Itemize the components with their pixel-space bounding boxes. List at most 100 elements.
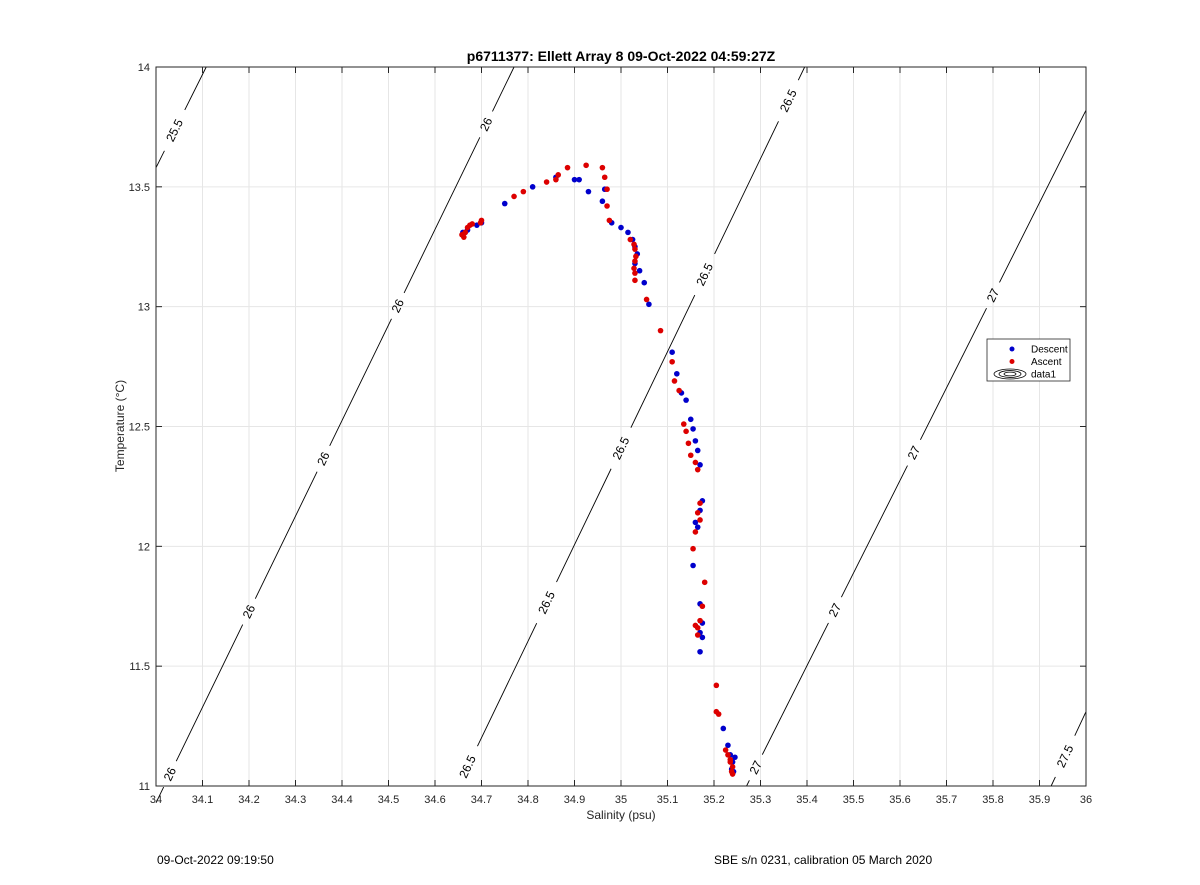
isopycnal-label: 26 — [477, 115, 496, 133]
x-tick-label: 35.8 — [982, 794, 1003, 806]
ascent-point — [697, 500, 703, 506]
x-tick-label: 35.1 — [657, 794, 678, 806]
ascent-point — [543, 179, 550, 185]
legend-contour-icon — [993, 368, 1027, 380]
descent-point — [690, 562, 696, 569]
isopycnal-line — [1050, 776, 1056, 787]
legend-box — [986, 338, 1071, 382]
ascent-point — [694, 509, 701, 516]
isopycnal-label: 26 — [161, 765, 180, 783]
x-tick-label: 35.4 — [796, 794, 817, 806]
descent-point — [501, 200, 508, 207]
data-points — [459, 162, 738, 777]
ascent-point — [477, 219, 484, 226]
ascent-point — [725, 752, 731, 758]
isopycnal-label: 27 — [905, 443, 924, 462]
isopycnal-label: 27 — [747, 758, 766, 777]
ascent-point — [657, 327, 664, 334]
isopycnal-label: 26.5 — [693, 261, 716, 288]
isopycnal-line — [155, 150, 165, 168]
x-tick-label: 34 — [150, 794, 162, 806]
ascent-point — [632, 277, 638, 284]
isopycnal-line — [714, 121, 779, 255]
ascent-point — [685, 440, 692, 447]
ascent-point — [683, 428, 689, 435]
descent-point — [697, 648, 703, 655]
isopycnal-line — [630, 294, 696, 428]
legend-marker — [1009, 346, 1015, 352]
ascent-point — [631, 265, 637, 272]
y-tick-label: 14 — [138, 62, 150, 74]
x-tick-label: 35.3 — [750, 794, 771, 806]
isopycnal-line — [175, 624, 244, 762]
legend-label: data1 — [1031, 370, 1056, 381]
ascent-point — [601, 174, 608, 181]
descent-point — [699, 634, 706, 641]
ascent-point — [604, 203, 610, 209]
ascent-point — [692, 459, 699, 466]
descent-point — [674, 370, 680, 377]
ascent-point — [553, 176, 559, 183]
isopycnal-line — [920, 307, 987, 441]
legend-contour-icon — [998, 370, 1022, 378]
ascent-point — [599, 164, 606, 171]
x-tick-label: 34.2 — [238, 794, 259, 806]
isopycnal-line — [797, 66, 806, 81]
ascent-point — [627, 236, 634, 243]
isopycnal-label: 26.5 — [456, 753, 479, 780]
ascent-point — [461, 234, 467, 240]
ascent-point — [676, 387, 682, 394]
axis-ticks: 34 34.1 34.2 34.3 34.4 34.5 34.6 34.7 34.8 34.9 35… — [129, 62, 1093, 806]
descent-point — [599, 198, 606, 205]
legend-marker — [1009, 359, 1015, 364]
footer-instrument-info: SBE s/n 0231, calibration 05 March 2020 — [714, 853, 933, 867]
x-tick-label: 34.8 — [517, 794, 538, 806]
y-tick-label: 13.5 — [129, 182, 150, 194]
chart-title: p6711377: Ellett Array 8 09-Oct-2022 04:… — [467, 48, 776, 64]
y-axis-label: Temperature (°C) — [113, 380, 127, 472]
isopycnal-label: 26 — [240, 602, 259, 620]
isopycnal-line — [840, 465, 908, 598]
x-tick-label: 36 — [1080, 794, 1092, 806]
ascent-point — [713, 682, 720, 689]
descent-point — [692, 438, 699, 444]
x-tick-label: 35.7 — [936, 794, 957, 806]
y-tick-label: 12 — [138, 541, 150, 553]
ascent-point — [692, 622, 699, 629]
x-tick-label: 34.3 — [285, 794, 306, 806]
ascent-point — [604, 186, 610, 193]
x-tick-label: 35 — [615, 794, 627, 806]
x-tick-label: 34.6 — [424, 794, 445, 806]
ascent-point — [692, 529, 699, 535]
ascent-point — [699, 603, 706, 610]
y-tick-label: 11.5 — [129, 661, 150, 673]
descent-point — [694, 524, 701, 530]
descent-point — [585, 188, 592, 195]
isopycnal-label: 27.5 — [1054, 742, 1077, 769]
x-tick-label: 35.9 — [1029, 794, 1050, 806]
ascent-point — [690, 545, 696, 552]
ascent-point — [694, 632, 701, 638]
ascent-point — [715, 711, 722, 717]
isopycnal-label: 27 — [984, 286, 1003, 305]
legend-label: Ascent — [1031, 357, 1062, 368]
ascent-point — [729, 771, 736, 777]
x-axis-label: Salinity (psu) — [586, 808, 655, 822]
ascent-point — [631, 241, 637, 248]
ascent-point — [643, 296, 650, 303]
descent-point — [576, 176, 582, 183]
ascent-point — [555, 172, 562, 178]
ascent-point — [729, 764, 736, 770]
descent-point — [683, 397, 689, 403]
isopycnal-label: 25.5 — [163, 117, 186, 144]
y-tick-label: 11 — [139, 781, 150, 793]
ascent-point — [697, 617, 703, 624]
isopycnal-line — [403, 137, 481, 294]
isopycnal-line — [761, 622, 829, 755]
ascent-point — [564, 164, 571, 171]
x-tick-label: 34.1 — [192, 794, 213, 806]
y-tick-label: 13 — [138, 302, 150, 314]
descent-point — [529, 184, 536, 190]
